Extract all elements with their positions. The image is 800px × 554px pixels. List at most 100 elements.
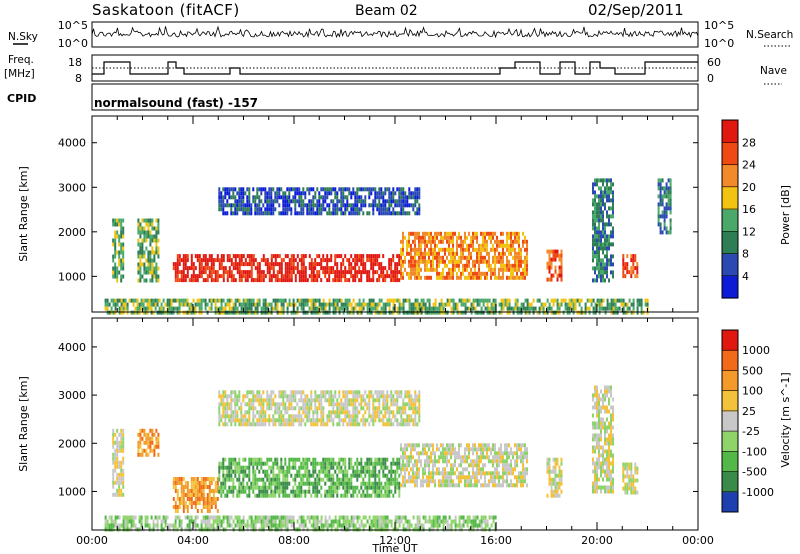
echo-cell bbox=[290, 199, 293, 204]
echo-cell bbox=[122, 302, 125, 307]
echo-cell bbox=[348, 414, 351, 419]
echo-cell bbox=[324, 302, 327, 307]
echo-cell bbox=[388, 489, 391, 494]
echo-cell bbox=[120, 246, 123, 251]
echo-cell bbox=[370, 302, 373, 307]
echo-cell bbox=[400, 443, 402, 448]
echo-cell bbox=[464, 235, 466, 240]
echo-cell bbox=[248, 187, 251, 192]
echo-cell bbox=[404, 479, 406, 484]
echo-cell bbox=[440, 451, 442, 456]
echo-cell bbox=[236, 493, 239, 498]
echo-cell bbox=[288, 187, 291, 192]
echo-cell bbox=[498, 459, 500, 464]
echo-cell bbox=[354, 258, 357, 263]
echo-cell bbox=[155, 444, 158, 449]
echo-cell bbox=[292, 414, 295, 419]
echo-cell bbox=[456, 263, 458, 268]
echo-cell bbox=[151, 428, 154, 433]
echo-cell bbox=[386, 457, 389, 462]
freq-left-tick-bottom: 8 bbox=[75, 72, 82, 85]
echo-cell bbox=[500, 267, 502, 272]
echo-cell bbox=[604, 270, 606, 275]
echo-cell bbox=[657, 210, 660, 215]
echo-cell bbox=[258, 477, 261, 482]
echo-cell bbox=[204, 254, 207, 259]
echo-cell bbox=[414, 298, 417, 303]
echo-cell bbox=[114, 238, 117, 243]
echo-cell bbox=[420, 463, 422, 468]
echo-cell bbox=[190, 254, 193, 259]
echo-cell bbox=[332, 465, 335, 470]
echo-cell bbox=[508, 247, 510, 252]
echo-cell bbox=[270, 406, 273, 411]
echo-cell bbox=[300, 394, 303, 399]
echo-cell bbox=[141, 226, 144, 231]
echo-cell bbox=[518, 310, 521, 315]
echo-cell bbox=[466, 467, 468, 472]
echo-cell bbox=[240, 469, 243, 474]
echo-cell bbox=[450, 255, 452, 260]
echo-cell bbox=[222, 203, 225, 208]
echo-cell bbox=[330, 302, 333, 307]
echo-cell bbox=[422, 306, 425, 311]
echo-cell bbox=[460, 471, 462, 476]
echo-cell bbox=[268, 418, 271, 423]
echo-cell bbox=[344, 390, 347, 395]
echo-cell bbox=[504, 267, 506, 272]
echo-cell bbox=[522, 243, 524, 248]
echo-cell bbox=[380, 485, 383, 490]
echo-cell bbox=[312, 465, 315, 470]
echo-cell bbox=[336, 398, 339, 403]
echo-cell bbox=[180, 489, 183, 493]
echo-cell bbox=[460, 455, 462, 460]
echo-cell bbox=[316, 493, 319, 498]
echo-cell bbox=[432, 306, 435, 311]
echo-cell bbox=[456, 271, 458, 276]
echo-cell bbox=[350, 310, 353, 315]
echo-cell bbox=[272, 211, 275, 216]
echo-cell bbox=[598, 242, 600, 247]
echo-cell bbox=[476, 275, 478, 280]
echo-cell bbox=[210, 477, 213, 481]
echo-cell bbox=[344, 274, 347, 279]
echo-cell bbox=[342, 402, 345, 407]
echo-cell bbox=[350, 191, 353, 196]
echo-cell bbox=[304, 398, 307, 403]
echo-cell bbox=[216, 481, 219, 485]
echo-cell bbox=[663, 190, 666, 195]
echo-cell bbox=[298, 414, 301, 419]
echo-cell bbox=[404, 443, 406, 448]
echo-cell bbox=[392, 191, 395, 196]
echo-cell bbox=[480, 243, 482, 248]
echo-cell bbox=[506, 239, 508, 244]
freq-panel: Freq. [MHz] 18 8 60 0 Nave bbox=[4, 54, 787, 85]
echo-cell bbox=[380, 187, 383, 192]
echo-cell bbox=[262, 274, 265, 279]
echo-cell bbox=[448, 302, 451, 307]
echo-cell bbox=[212, 497, 215, 501]
echo-cell bbox=[520, 471, 522, 476]
echo-cell bbox=[376, 473, 379, 478]
echo-cell bbox=[418, 306, 421, 311]
echo-cell bbox=[550, 261, 553, 266]
echo-cell bbox=[332, 199, 335, 204]
echo-cell bbox=[394, 203, 397, 208]
echo-region bbox=[218, 457, 401, 498]
echo-cell bbox=[298, 489, 301, 494]
echo-cell bbox=[498, 463, 500, 468]
echo-cell bbox=[232, 211, 235, 216]
echo-cell bbox=[153, 270, 156, 275]
echo-cell bbox=[448, 271, 450, 276]
echo-cell bbox=[190, 497, 193, 501]
echo-cell bbox=[626, 254, 629, 259]
echo-cell bbox=[669, 178, 672, 183]
echo-cell bbox=[408, 459, 410, 464]
echo-cell bbox=[143, 428, 146, 433]
echo-cell bbox=[268, 191, 271, 196]
echo-cell bbox=[262, 258, 265, 263]
echo-cell bbox=[342, 394, 345, 399]
echo-cell bbox=[252, 262, 255, 267]
echo-cell bbox=[288, 298, 291, 303]
echo-cell bbox=[290, 390, 293, 395]
